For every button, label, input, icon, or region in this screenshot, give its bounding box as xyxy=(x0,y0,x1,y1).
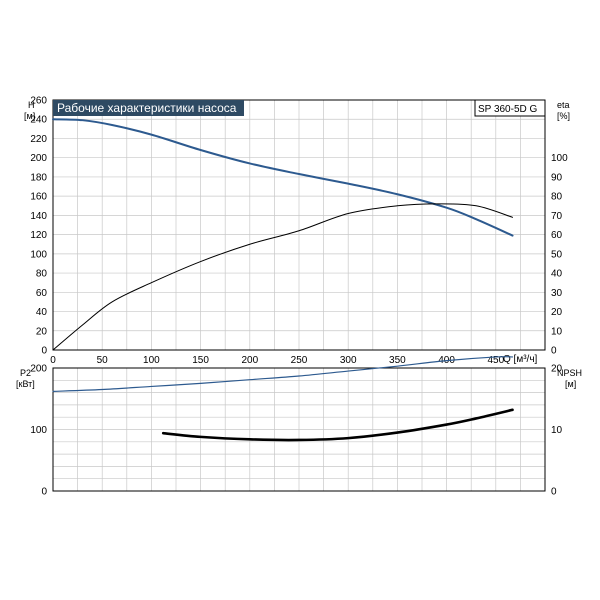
y-right-tick-label: 90 xyxy=(551,172,563,183)
x-tick-label: 50 xyxy=(97,355,109,366)
top-right-axis-label: eta xyxy=(557,100,570,110)
y-left-tick-label: 240 xyxy=(30,115,47,126)
y-left-tick-label: 40 xyxy=(36,307,48,318)
bottom-left-axis-label: P2 xyxy=(20,368,31,378)
y-right-tick-label: 50 xyxy=(551,249,563,260)
top-right-axis-unit: [%] xyxy=(557,111,570,121)
bottom-chart-tick-labels: 0 100 200 0 10 20 xyxy=(30,364,562,498)
top-left-axis-unit: [м] xyxy=(24,111,35,121)
y-left-tick-label: 100 xyxy=(30,425,47,436)
y-right-tick-label: 40 xyxy=(551,269,563,280)
x-tick-label: 0 xyxy=(50,355,56,366)
top-chart-grid xyxy=(52,99,546,351)
y-right-tick-label: 80 xyxy=(551,192,563,203)
y-left-tick-label: 20 xyxy=(36,326,48,337)
efficiency-curve xyxy=(52,203,514,351)
y-right-tick-label: 10 xyxy=(551,326,563,337)
y-left-tick-label: 0 xyxy=(41,346,47,357)
y-left-tick-label: 140 xyxy=(30,211,47,222)
y-right-tick-label: 0 xyxy=(551,487,557,498)
bottom-chart-series xyxy=(52,356,514,442)
y-right-tick-label: 30 xyxy=(551,288,563,299)
top-chart-tick-labels: 0204060801001201401601802002202402600102… xyxy=(30,96,568,367)
top-chart-frame xyxy=(52,99,546,351)
x-tick-label: 450 xyxy=(487,355,504,366)
y-left-tick-label: 120 xyxy=(30,230,47,241)
x-tick-label: 200 xyxy=(241,355,258,366)
chart-title: Рабочие характеристики насоса xyxy=(57,101,237,115)
bottom-chart-grid xyxy=(52,367,546,492)
y-left-tick-label: 220 xyxy=(30,134,47,145)
npsh-curve xyxy=(161,408,514,442)
y-left-tick-label: 260 xyxy=(30,96,47,107)
power-curve xyxy=(52,356,514,392)
x-tick-label: 250 xyxy=(291,355,308,366)
bottom-left-axis-unit: [кВт] xyxy=(16,379,35,389)
y-right-tick-label: 60 xyxy=(551,230,563,241)
y-left-tick-label: 0 xyxy=(41,487,47,498)
y-left-tick-label: 180 xyxy=(30,172,47,183)
y-left-tick-label: 160 xyxy=(30,192,47,203)
x-tick-label: 100 xyxy=(143,355,160,366)
y-left-tick-label: 200 xyxy=(30,153,47,164)
x-tick-label: 150 xyxy=(192,355,209,366)
y-right-tick-label: 10 xyxy=(551,425,563,436)
y-right-tick-label: 70 xyxy=(551,211,563,222)
y-right-tick-label: 20 xyxy=(551,364,563,375)
y-left-tick-label: 80 xyxy=(36,269,48,280)
x-tick-label: 350 xyxy=(389,355,406,366)
y-left-tick-label: 60 xyxy=(36,288,48,299)
y-right-tick-label: 20 xyxy=(551,307,563,318)
y-left-tick-label: 100 xyxy=(30,249,47,260)
y-right-tick-label: 100 xyxy=(551,153,568,164)
x-axis-label: Q [м³/ч] xyxy=(503,354,538,365)
x-tick-label: 300 xyxy=(340,355,357,366)
y-right-tick-label: 0 xyxy=(551,346,557,357)
bottom-right-axis-unit: [м] xyxy=(565,379,576,389)
top-left-axis-label: H xyxy=(28,100,35,110)
bottom-right-axis-label: NPSH xyxy=(557,368,582,378)
title-banner xyxy=(53,100,244,116)
head-curve xyxy=(52,118,514,237)
top-chart-series xyxy=(52,118,514,351)
y-left-tick-label: 200 xyxy=(30,364,47,375)
model-label: SP 360-5D G xyxy=(478,104,538,115)
bottom-chart-frame xyxy=(52,367,546,492)
model-label-box xyxy=(474,99,546,117)
